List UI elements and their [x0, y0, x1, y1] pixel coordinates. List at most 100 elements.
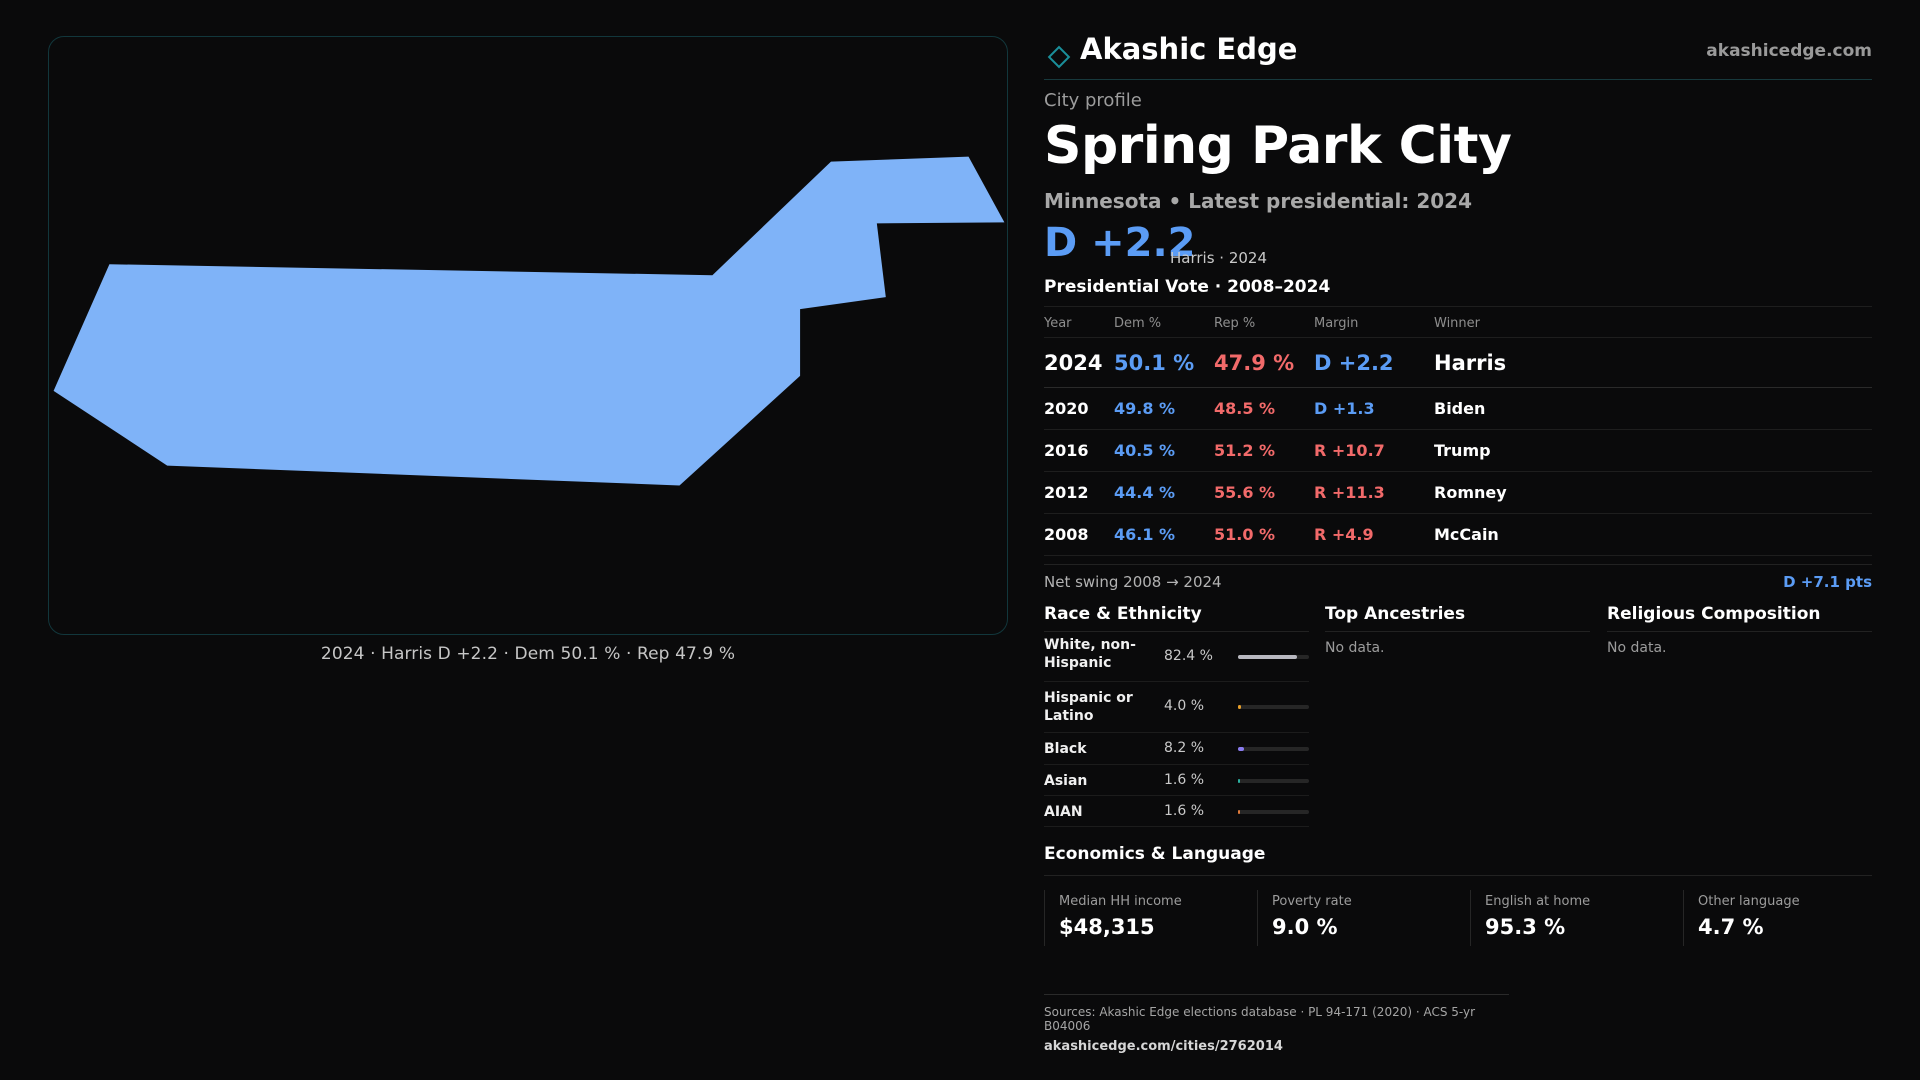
cell-dem: 50.1 %: [1114, 351, 1195, 375]
brand-name: Akashic Edge: [1080, 32, 1298, 66]
economics-stats: Median HH income $48,315 Poverty rate 9.…: [1044, 890, 1872, 946]
net-swing-row: Net swing 2008 → 2024 D +7.1 pts: [1044, 564, 1872, 600]
cell-rep: 48.5 %: [1214, 399, 1276, 418]
table-row: 2008 46.1 % 51.0 % R +4.9 McCain: [1044, 514, 1872, 556]
table-row: 2020 49.8 % 48.5 % D +1.3 Biden: [1044, 388, 1872, 430]
header-winner: Winner: [1434, 316, 1481, 331]
cell-year: 2024: [1044, 351, 1103, 375]
net-swing-label: Net swing 2008 → 2024: [1044, 573, 1222, 591]
race-label: White, non-Hispanic: [1044, 636, 1136, 671]
vote-table-title: Presidential Vote · 2008–2024: [1044, 277, 1331, 297]
sources-text: Sources: Akashic Edge elections database…: [1044, 1005, 1476, 1033]
cell-winner: Trump: [1434, 441, 1491, 460]
cell-winner: Harris: [1434, 351, 1507, 375]
race-label: AIAN: [1044, 804, 1083, 820]
cell-margin: R +11.3: [1314, 483, 1385, 502]
race-pct: 1.6 %: [1164, 803, 1205, 819]
cell-margin: D +2.2: [1314, 351, 1394, 375]
race-row-aian: AIAN 1.6 %: [1044, 796, 1309, 827]
race-bar-track: [1238, 779, 1309, 783]
race-label: Asian: [1044, 773, 1088, 789]
source-page-link[interactable]: akashicedge.com/cities/2762014: [1044, 1039, 1283, 1054]
cell-winner: Biden: [1434, 399, 1486, 418]
header-margin: Margin: [1314, 316, 1359, 331]
race-bar-track: [1238, 655, 1309, 659]
race-row-black: Black 8.2 %: [1044, 733, 1309, 765]
stat-median-income: Median HH income $48,315: [1044, 890, 1257, 946]
cell-margin: D +1.3: [1314, 399, 1375, 418]
cell-dem: 40.5 %: [1114, 441, 1176, 460]
cell-rep: 47.9 %: [1214, 351, 1295, 375]
table-row: 2012 44.4 % 55.6 % R +11.3 Romney: [1044, 472, 1872, 514]
race-label: Hispanic or Latino: [1044, 690, 1133, 724]
stat-label: English at home: [1485, 894, 1591, 909]
ancestries-title: Top Ancestries: [1325, 602, 1590, 632]
stat-other-language: Other language 4.7 %: [1683, 890, 1872, 946]
cell-dem: 44.4 %: [1114, 483, 1176, 502]
race-bar-track: [1238, 705, 1309, 709]
page-title: Spring Park City: [1044, 116, 1512, 176]
race-ethnicity-title: Race & Ethnicity: [1044, 602, 1309, 632]
vote-table: Year Dem % Rep % Margin Winner 2024 50.1…: [1044, 306, 1872, 556]
race-bar-fill: [1238, 779, 1241, 783]
city-boundary-shape[interactable]: [53, 156, 1005, 486]
stat-english-at-home: English at home 95.3 %: [1470, 890, 1683, 946]
cell-dem: 46.1 %: [1114, 525, 1176, 544]
page-subtitle: Minnesota • Latest presidential: 2024: [1044, 189, 1473, 213]
race-pct: 1.6 %: [1164, 772, 1205, 788]
cell-year: 2020: [1044, 399, 1089, 418]
cell-rep: 55.6 %: [1214, 483, 1276, 502]
stat-label: Median HH income: [1059, 894, 1182, 909]
stat-poverty-rate: Poverty rate 9.0 %: [1257, 890, 1470, 946]
race-bar-fill: [1238, 655, 1297, 659]
stat-value: 4.7 %: [1698, 915, 1764, 939]
cell-margin: R +10.7: [1314, 441, 1385, 460]
header-dem: Dem %: [1114, 316, 1162, 331]
cell-year: 2016: [1044, 441, 1089, 460]
economics-title: Economics & Language: [1044, 844, 1872, 876]
race-bar-track: [1238, 810, 1309, 814]
cell-winner: Romney: [1434, 483, 1507, 502]
race-pct: 4.0 %: [1164, 698, 1205, 714]
cell-dem: 49.8 %: [1114, 399, 1176, 418]
race-bar-fill: [1238, 810, 1241, 814]
map-svg: [53, 156, 1005, 486]
race-label: Black: [1044, 741, 1087, 757]
brand-url-link[interactable]: akashicedge.com: [1706, 41, 1872, 61]
cell-year: 2008: [1044, 525, 1089, 544]
header-year: Year: [1044, 316, 1072, 331]
race-row-asian: Asian 1.6 %: [1044, 765, 1309, 796]
religion-title: Religious Composition: [1607, 602, 1872, 632]
race-row-white: White, non-Hispanic 82.4 %: [1044, 632, 1309, 682]
stat-value: 9.0 %: [1272, 915, 1338, 939]
stat-label: Other language: [1698, 894, 1800, 909]
race-bar-fill: [1238, 747, 1244, 751]
stat-value: 95.3 %: [1485, 915, 1566, 939]
religion-section: Religious Composition No data.: [1607, 602, 1872, 656]
race-pct: 82.4 %: [1164, 648, 1213, 664]
cell-year: 2012: [1044, 483, 1089, 502]
header-rep: Rep %: [1214, 316, 1256, 331]
city-boundary-map[interactable]: [48, 36, 1008, 635]
cell-margin: R +4.9: [1314, 525, 1374, 544]
diamond-outline-icon: [1047, 45, 1071, 69]
net-swing-value: D +7.1 pts: [1783, 573, 1872, 591]
stat-label: Poverty rate: [1272, 894, 1352, 909]
page-kicker: City profile: [1044, 90, 1142, 111]
latest-margin: D +2.2: [1044, 220, 1196, 266]
ancestries-empty: No data.: [1325, 640, 1385, 656]
race-pct: 8.2 %: [1164, 740, 1205, 756]
cell-winner: McCain: [1434, 525, 1499, 544]
city-profile-panel: Akashic Edge akashicedge.com City profil…: [1044, 0, 1872, 1080]
latest-margin-note: Harris · 2024: [1170, 249, 1268, 267]
vote-table-header: Year Dem % Rep % Margin Winner: [1044, 306, 1872, 338]
brand-header: Akashic Edge akashicedge.com: [1044, 30, 1872, 80]
stat-value: $48,315: [1059, 915, 1155, 939]
table-row: 2024 50.1 % 47.9 % D +2.2 Harris: [1044, 338, 1872, 388]
cell-rep: 51.0 %: [1214, 525, 1276, 544]
race-bar-fill: [1238, 705, 1241, 709]
table-row: 2016 40.5 % 51.2 % R +10.7 Trump: [1044, 430, 1872, 472]
race-bar-track: [1238, 747, 1309, 751]
sources-footer: Sources: Akashic Edge elections database…: [1044, 994, 1509, 1054]
map-caption: 2024 · Harris D +2.2 · Dem 50.1 % · Rep …: [320, 644, 736, 664]
